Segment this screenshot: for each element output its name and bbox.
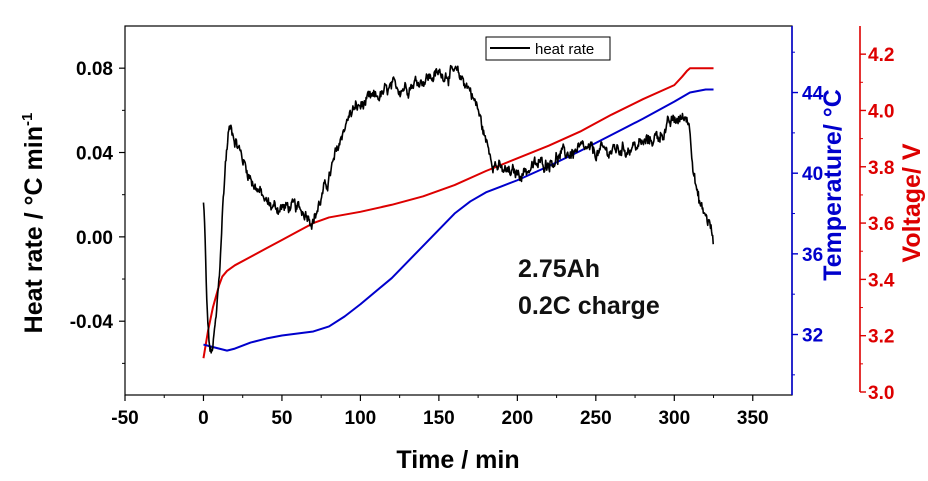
annotation-capacity: 2.75Ah [518,255,600,283]
left-y-axis-title: Heat rate / °C min-1 [19,113,48,334]
left-y-axis-title-superscript: -1 [19,113,36,126]
left-y-tick-label: 0.04 [76,144,113,165]
voltage-tick-label: 4.2 [868,45,894,66]
x-tick-label: -50 [111,408,138,429]
voltage-tick-label: 4.0 [868,101,894,122]
legend-label: heat rate [535,41,594,58]
x-tick-label: 200 [502,408,534,429]
left-y-tick-label: 0.08 [76,59,113,80]
temperature-tick-label: 36 [802,245,823,266]
temperature-tick-label: 32 [802,326,823,347]
x-tick-label: 0 [198,408,209,429]
voltage-tick-label: 3.2 [868,327,894,348]
x-tick-label: 350 [737,408,769,429]
voltage-axis: 3.0 3.2 3.4 3.6 3.8 4.0 4.2 [859,26,895,404]
series-voltage-line [202,67,714,359]
voltage-tick-label: 3.0 [868,383,894,404]
left-y-axis: -0.04 0.00 0.04 0.08 [70,59,125,364]
series-heat-rate-line [202,64,715,354]
x-axis-title: Time / min [396,446,519,474]
x-tick-label: 50 [271,408,292,429]
x-tick-label: 250 [580,408,612,429]
annotation-charge-rate: 0.2C charge [518,292,660,320]
voltage-tick-label: 3.6 [868,214,894,235]
temperature-axis: 32 36 40 44 [791,26,824,395]
legend-box [485,36,611,61]
left-y-tick-label: -0.04 [70,312,114,333]
temperature-axis-title: Temperature/ °C [819,89,847,281]
left-y-axis-title-text: Heat rate / °C min [20,126,48,333]
voltage-axis-title: Voltage/ V [898,143,926,262]
x-tick-label: 300 [658,408,690,429]
x-tick-label: 150 [423,408,455,429]
x-tick-label: 100 [345,408,377,429]
x-axis: -50 0 50 100 150 200 250 300 350 [111,395,769,429]
temperature-tick-label: 40 [802,164,823,185]
series-layer [202,64,715,359]
voltage-tick-label: 3.8 [868,158,894,179]
legend: heat rate [485,36,611,61]
temperature-tick-label: 44 [802,84,824,105]
left-y-tick-label: 0.00 [76,228,113,249]
series-temperature-line [203,88,714,352]
voltage-tick-label: 3.4 [868,270,895,291]
